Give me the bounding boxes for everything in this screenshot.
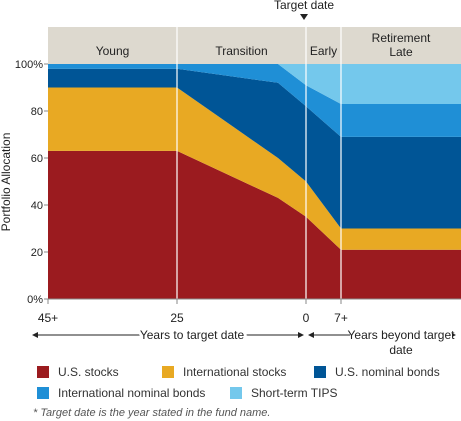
footnote: * Target date is the year stated in the …	[33, 407, 271, 419]
legend-label: U.S. stocks	[58, 365, 119, 379]
area-international-nominal-bonds	[48, 64, 461, 137]
area-short-term-tips	[48, 64, 461, 104]
y-tick-label: 20	[31, 247, 43, 259]
x-tick-label: 45+	[38, 311, 58, 325]
legend-swatch	[37, 387, 49, 399]
x-axis-label-left: Years to target date	[140, 328, 245, 342]
legend-swatch	[314, 366, 326, 378]
y-tick-label: 40	[31, 200, 43, 212]
target-date-arrow-icon	[300, 14, 308, 20]
legend-item-international-nominal-bonds: International nominal bonds	[37, 386, 205, 400]
legend-item-short-term-tips: Short-term TIPS	[230, 386, 337, 400]
x-axis-label-right: Years beyond target date	[348, 328, 456, 357]
y-tick-label: 60	[31, 153, 43, 165]
phase-dividers	[176, 27, 342, 299]
y-tick-label: 80	[31, 106, 43, 118]
legend-swatch	[37, 366, 49, 378]
x-tick-label: 0	[303, 311, 310, 325]
legend-swatch	[162, 366, 174, 378]
phase-labels: Young Transition Early Retirement Late	[96, 31, 431, 59]
legend-item-international-stocks: International stocks	[162, 365, 286, 379]
target-date-label: Target date	[274, 0, 334, 12]
arrow-right-icon	[298, 332, 304, 338]
y-axis-ticks: 0% 20 40 60 80 100%	[15, 59, 48, 306]
legend-label: International stocks	[183, 365, 287, 379]
legend-swatch	[230, 387, 242, 399]
y-axis-label: Portfolio Allocation	[0, 133, 13, 232]
phase-label-early: Early	[310, 44, 337, 58]
area-u-s-stocks	[48, 150, 461, 299]
legend-item-us-nominal-bonds: U.S. nominal bonds	[314, 365, 440, 379]
phase-band	[48, 27, 461, 64]
phase-label-transition: Transition	[215, 44, 267, 58]
legend-item-us-stocks: U.S. stocks	[37, 365, 119, 379]
y-tick-label: 0%	[27, 294, 43, 306]
phase-label-young: Young	[96, 44, 130, 58]
area-layers	[48, 64, 461, 299]
arrow-left-icon	[32, 332, 38, 338]
x-tick-label: 7+	[334, 311, 348, 325]
phase-label-retirement-late: Retirement Late	[372, 31, 431, 59]
legend-label: U.S. nominal bonds	[335, 365, 440, 379]
y-tick-label: 100%	[15, 59, 43, 71]
legend-label: International nominal bonds	[58, 386, 206, 400]
area-international-stocks	[48, 87, 461, 250]
legend-label: Short-term TIPS	[251, 386, 338, 400]
area-u-s-nominal-bonds	[48, 68, 461, 229]
x-tick-label: 25	[170, 311, 184, 325]
x-axis-ticks: 45+ 25 0 7+	[38, 299, 348, 325]
arrow-left-icon	[308, 332, 314, 338]
